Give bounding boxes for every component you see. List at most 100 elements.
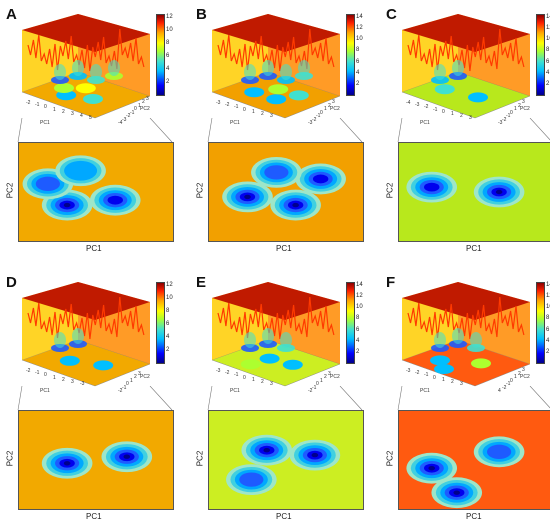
surface-top <box>212 282 340 320</box>
axis3d-tick: -2 <box>415 370 420 377</box>
floor-basin <box>259 353 280 364</box>
surface-top <box>402 282 530 320</box>
contour-level <box>495 189 503 195</box>
colorbar-tick: 8 <box>166 40 170 46</box>
panel-letter: D <box>6 274 17 291</box>
axis3d-tick: 0 <box>320 109 323 116</box>
zoom-connector <box>207 118 363 143</box>
y-axis-label: PC2 <box>385 450 395 467</box>
contour-level <box>453 490 461 495</box>
axis3d-tick: -1 <box>35 102 40 109</box>
surface-top <box>22 14 150 52</box>
axis3d-tick: 0 <box>510 377 513 384</box>
axis3d-tick: 3 <box>71 111 74 117</box>
axis3d-y-label: PC2 <box>140 106 150 112</box>
floor-basin <box>83 94 103 104</box>
colorbar-tick: 14 <box>356 282 363 288</box>
axis3d-tick: -2 <box>225 102 230 109</box>
energy-surface-3d <box>21 282 151 387</box>
axis3d-tick: 1 <box>514 374 517 380</box>
x-axis-label: PC1 <box>466 244 482 253</box>
zoom-connector <box>17 386 173 411</box>
axis3d-tick: 1 <box>514 106 517 112</box>
surface-spikes <box>407 296 525 340</box>
colorbar <box>346 282 355 364</box>
floor-basin <box>93 360 114 371</box>
axis3d-tick: 1 <box>320 377 323 384</box>
valley-wall <box>280 332 292 348</box>
axis3d-tick: 2 <box>62 376 65 383</box>
colorbar-tick: 4 <box>356 69 360 76</box>
floor-basin <box>288 90 309 101</box>
colorbar-tick: 10 <box>166 27 173 33</box>
axis3d-y-label: PC2 <box>140 374 150 380</box>
axis3d-tick: -2 <box>502 384 507 391</box>
floor-basin <box>471 358 491 369</box>
axis3d-tick: 4 <box>498 388 501 394</box>
contour-map <box>18 142 174 242</box>
colorbar-tick: 14 <box>546 282 550 288</box>
axis3d-tick: -3 <box>216 100 221 106</box>
energy-surface-3d <box>21 14 151 119</box>
axis3d-x-label: PC1 <box>40 388 50 394</box>
zoom-connector <box>17 118 173 143</box>
axis3d-tick: -3 <box>415 102 420 109</box>
surface-top <box>22 282 150 320</box>
axis3d-tick: 2 <box>518 370 521 377</box>
colorbar-tick: 12 <box>546 25 550 32</box>
axis3d-tick: 0 <box>44 372 47 379</box>
colorbar-tick: 6 <box>356 326 360 333</box>
contour-level <box>123 454 131 459</box>
axis3d-tick: 0 <box>510 109 513 116</box>
x-axis-label: PC1 <box>276 244 292 253</box>
axis3d-tick: 1 <box>130 377 133 384</box>
surface-spikes <box>27 28 145 72</box>
colorbar-tick: 2 <box>546 348 550 355</box>
panel-a: A PC1 PC2 -2 -1 0 1 2 3 4 5 -4 -3 -2 -1 0 1 2 3 12 10 8 6 4 2 PC1… <box>0 0 175 262</box>
colorbar-tick: 10 <box>356 36 363 43</box>
valley-wall <box>108 60 120 76</box>
axis3d-tick: 3 <box>460 381 463 388</box>
contour-svg <box>209 143 363 241</box>
valley-wall <box>452 60 464 76</box>
axis3d-tick: -2 <box>308 388 313 394</box>
valley-wall <box>298 60 310 76</box>
axis3d-tick: 3 <box>270 381 273 388</box>
axis3d-tick: 1 <box>442 376 445 383</box>
axis3d-tick: 1 <box>53 374 56 381</box>
panel-c: CPC1PC2-4-3-2-10123-3-2-101231412108642P… <box>380 0 550 262</box>
axis3d-tick: 2 <box>261 111 264 117</box>
zoom-connector <box>397 118 550 143</box>
energy-surface-3d <box>211 14 341 119</box>
axis3d-tick: -1 <box>234 372 239 379</box>
surface-top <box>212 14 340 52</box>
axis3d-tick: -1 <box>433 106 438 113</box>
y-axis-label: PC2 <box>195 450 205 467</box>
axis3d-tick: -2 <box>118 388 123 394</box>
axis3d-tick: 1 <box>324 106 327 112</box>
panel-letter: A <box>6 6 17 23</box>
axis3d-tick: 3 <box>522 367 525 373</box>
axis3d-tick: 3 <box>71 379 74 385</box>
floor-basin <box>434 364 454 374</box>
x-axis-label: PC1 <box>466 512 482 521</box>
panel-letter: C <box>386 6 397 23</box>
axis3d-tick: -1 <box>312 384 317 391</box>
contour-map <box>208 410 364 510</box>
axis3d-tick: -4 <box>406 100 411 106</box>
axis3d-x-label: PC1 <box>420 120 430 126</box>
y-axis-label: PC2 <box>195 182 205 199</box>
axis3d-tick: 2 <box>62 108 65 115</box>
contour-map <box>208 142 364 242</box>
axis3d-tick: 0 <box>442 108 445 115</box>
axis3d-tick: -1 <box>122 384 127 391</box>
colorbar-tick: 2 <box>166 79 170 85</box>
valley-wall <box>470 332 482 348</box>
panel-d: D PC1 PC2 -2 -1 0 1 2 3 -3 -2 -1 0 1 2 3 12 10 8 6 4 2 PC1 PC2 <box>0 268 175 530</box>
axis3d-tick: 0 <box>134 106 137 112</box>
colorbar-tick: 4 <box>546 337 550 344</box>
floor-basin <box>59 355 80 366</box>
axis3d-tick: -2 <box>502 116 507 123</box>
contour-map <box>18 410 174 510</box>
contour-level <box>244 194 251 200</box>
